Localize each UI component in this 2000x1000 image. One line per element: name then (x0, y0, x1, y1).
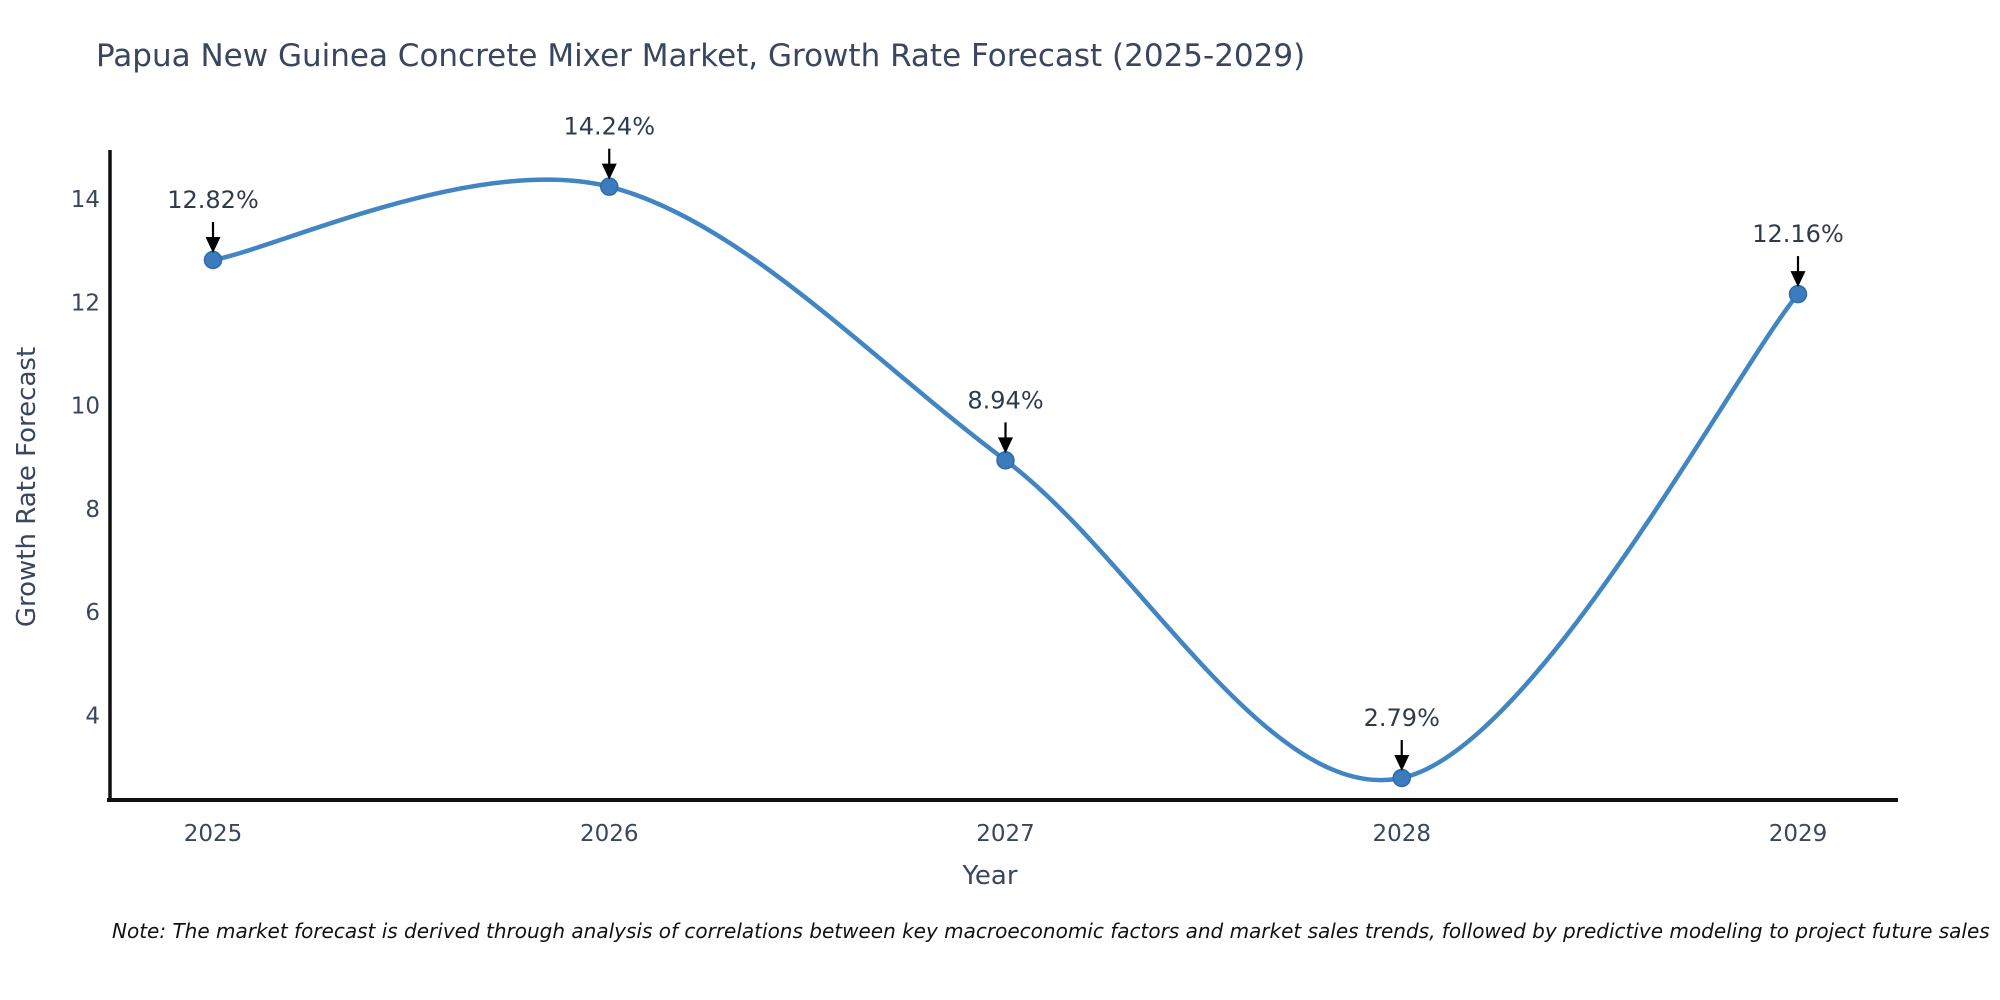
y-tick-label: 14 (71, 187, 100, 213)
x-tick-label: 2025 (184, 821, 243, 847)
chart-title: Papua New Guinea Concrete Mixer Market, … (96, 38, 1306, 74)
annotation-arrowhead (998, 437, 1013, 454)
x-tick-label: 2029 (1769, 821, 1828, 847)
annotation-arrowhead (601, 163, 617, 180)
annotation-label: 2.79% (1364, 704, 1440, 732)
footnote: Note: The market forecast is derived thr… (112, 919, 1990, 943)
y-tick-label: 6 (85, 600, 100, 626)
x-axis-title: Year (962, 861, 1018, 891)
annotation-label: 8.94% (967, 386, 1043, 414)
data-point-marker (203, 250, 223, 270)
y-tick-label: 10 (71, 394, 100, 420)
x-tick-label: 2027 (976, 821, 1035, 847)
annotation-arrowhead (205, 237, 221, 254)
data-point-marker (1392, 768, 1411, 788)
x-tick-label: 2026 (580, 821, 639, 847)
annotation-label: 14.24% (563, 113, 655, 141)
y-tick-label: 8 (85, 497, 100, 523)
forecast-line (210, 177, 1801, 783)
data-point-marker (1788, 284, 1808, 304)
annotation-arrowhead (1790, 271, 1806, 288)
annotation-label: 12.16% (1752, 220, 1844, 248)
x-tick-label: 2028 (1372, 821, 1431, 847)
data-point-marker (600, 177, 619, 196)
annotation-arrowhead (1394, 754, 1410, 771)
data-point-marker (996, 451, 1015, 470)
annotation-label: 12.82% (167, 186, 259, 214)
y-axis-title: Growth Rate Forecast (12, 346, 42, 628)
y-tick-label: 12 (71, 290, 100, 316)
y-tick-label: 4 (85, 703, 100, 729)
